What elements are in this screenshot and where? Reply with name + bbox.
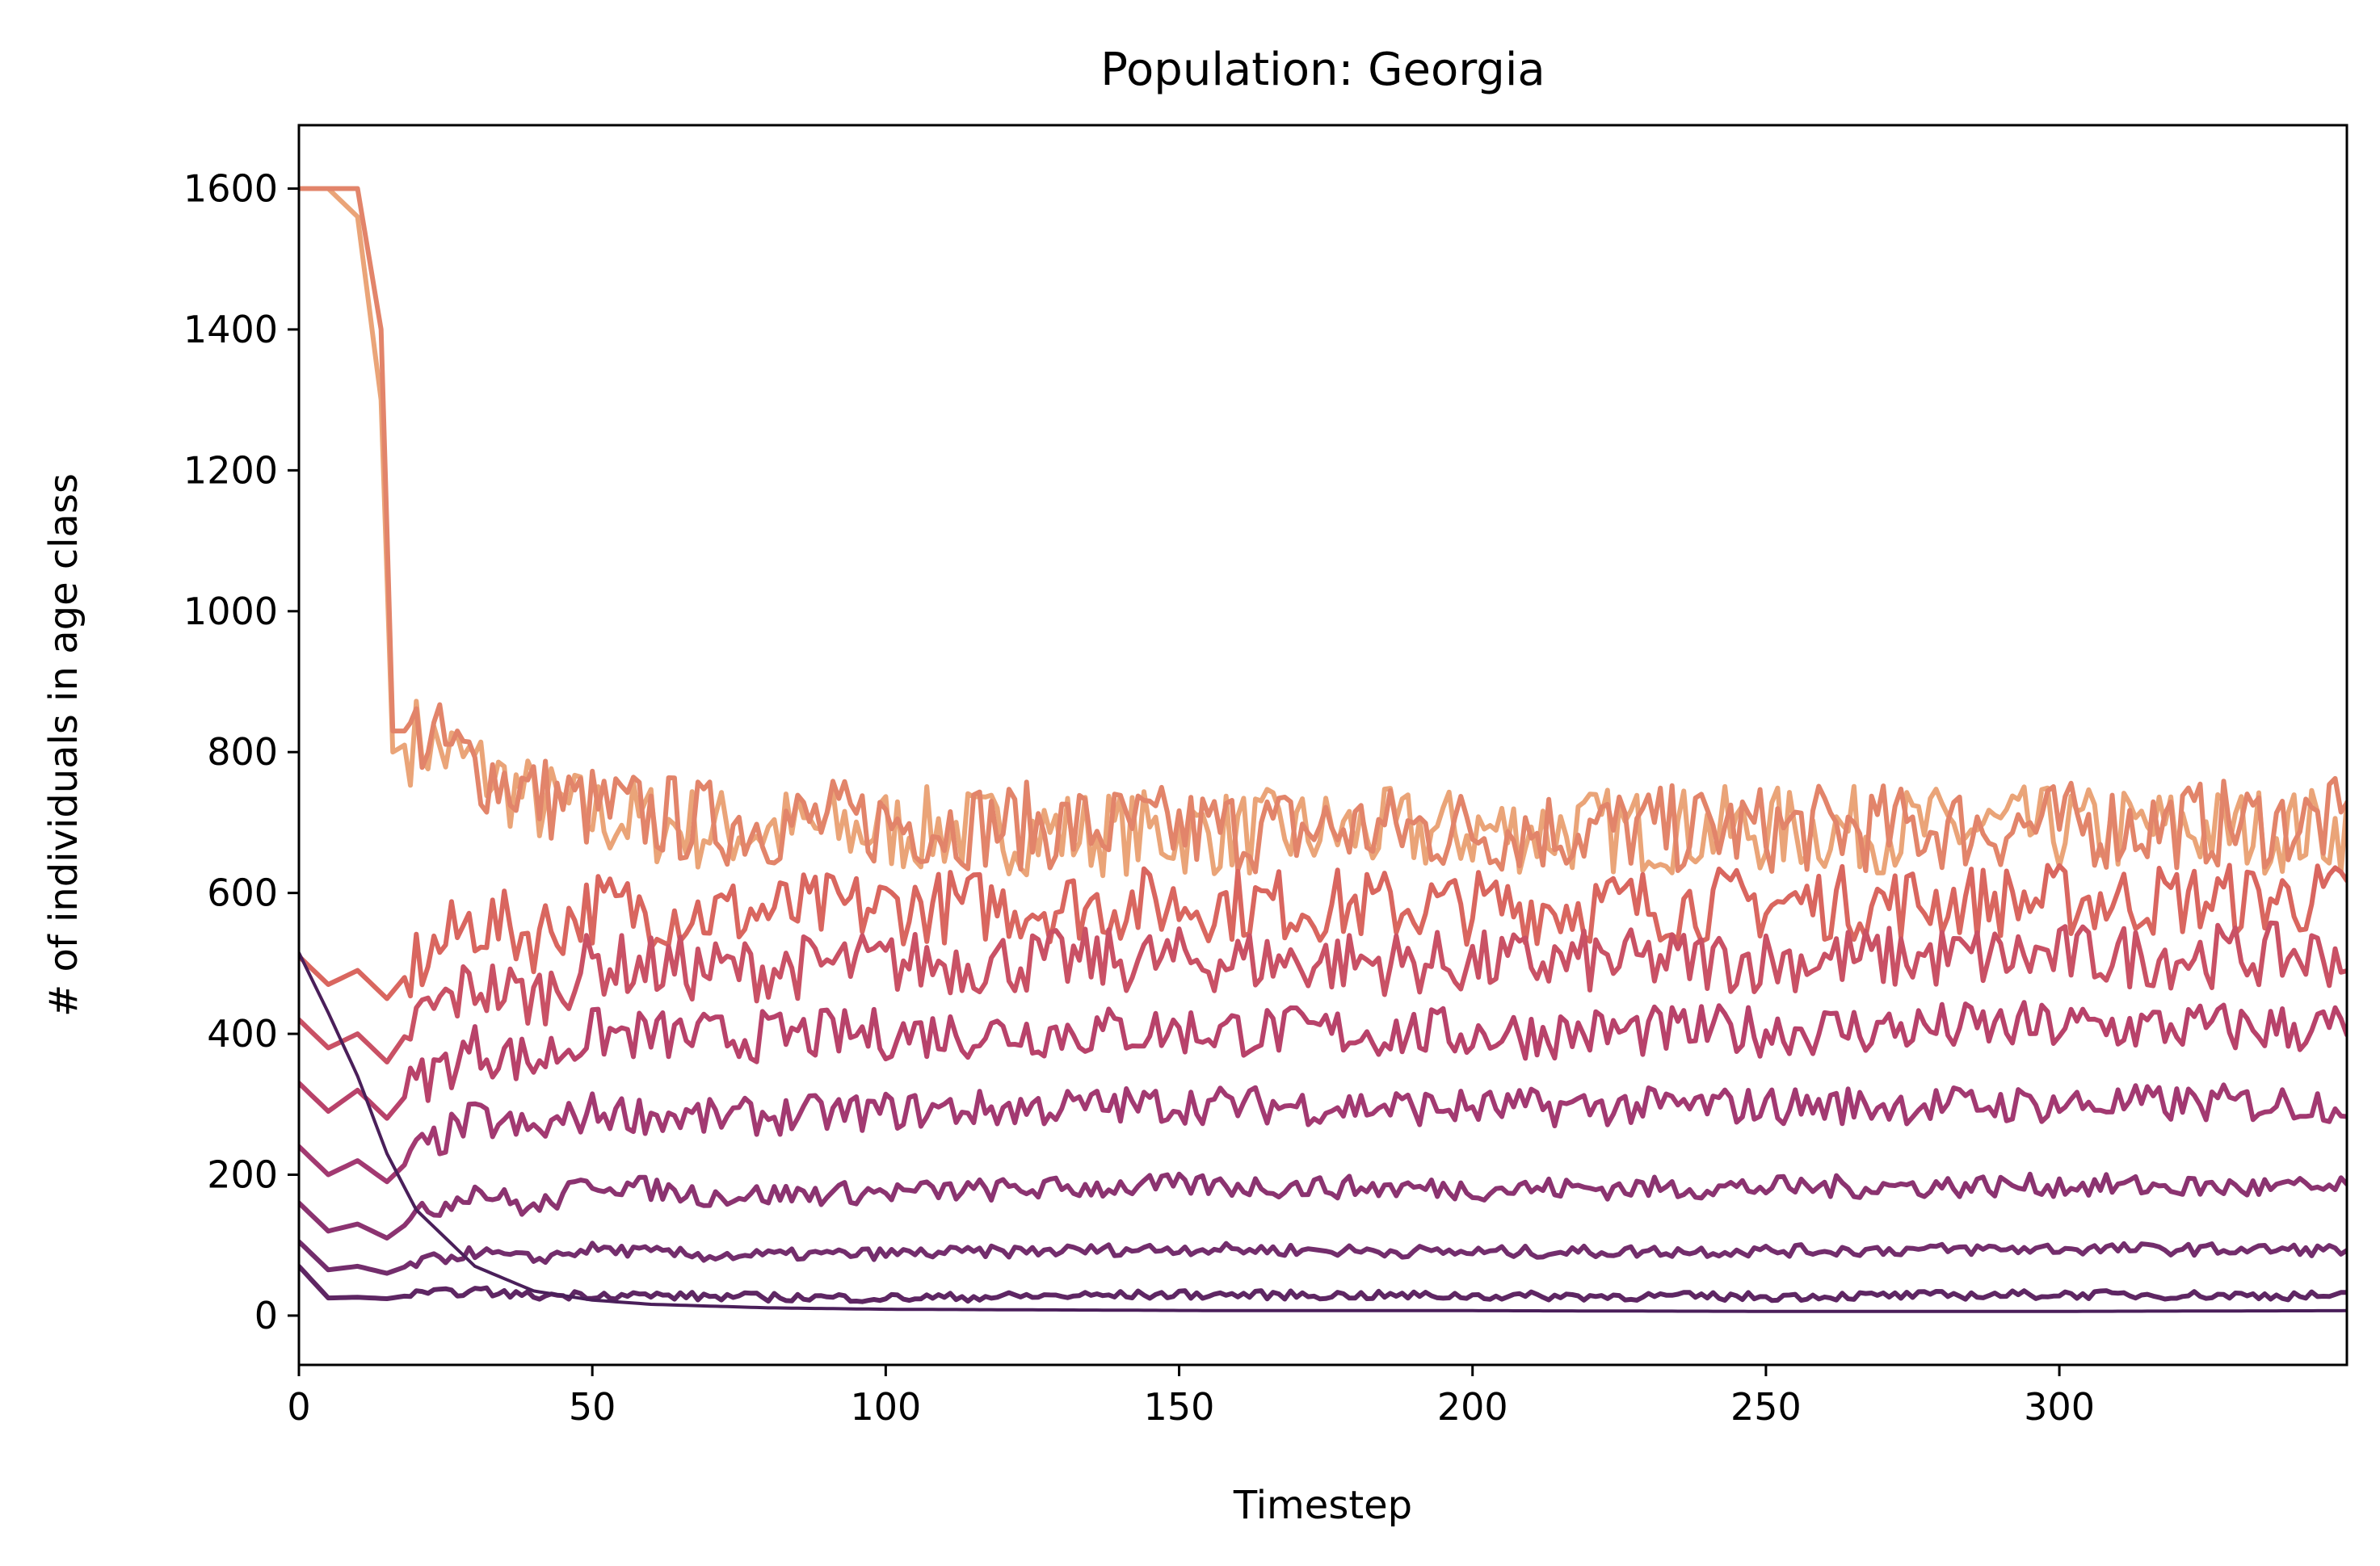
y-tick-label: 400 — [207, 1012, 278, 1056]
series-line — [299, 186, 2347, 879]
series-line — [299, 1239, 2347, 1276]
series-line — [299, 951, 2347, 1313]
y-axis-label: # of individuals in age class — [41, 473, 86, 1017]
y-tick-label: 1200 — [183, 448, 278, 492]
series-line — [299, 863, 2347, 1001]
series-line — [299, 920, 2347, 1064]
x-tick-label: 250 — [1730, 1385, 1802, 1429]
series-line — [299, 1082, 2347, 1185]
plot-area — [299, 186, 2347, 1313]
series-line — [299, 1263, 2347, 1304]
plot-frame — [297, 124, 2348, 1367]
y-tick-label: 0 — [254, 1294, 278, 1337]
y-tick-label: 600 — [207, 871, 278, 915]
x-axis-label: Timestep — [1233, 1483, 1412, 1528]
y-tick-label: 800 — [207, 730, 278, 774]
y-tick-label: 200 — [207, 1153, 278, 1197]
x-tick-label: 50 — [569, 1385, 616, 1429]
y-tick-label: 1600 — [183, 166, 278, 210]
y-axis: 0 200 400 600 800 1000 1200 1400 1600 — [183, 166, 299, 1337]
series-line — [299, 1171, 2347, 1241]
x-axis: 0 50 100 150 200 250 300 — [287, 1365, 2095, 1429]
y-tick-label: 1000 — [183, 590, 278, 633]
x-tick-label: 150 — [1144, 1385, 1215, 1429]
series-line — [299, 186, 2347, 875]
y-tick-label: 1400 — [183, 308, 278, 351]
x-tick-label: 100 — [850, 1385, 921, 1429]
x-tick-label: 200 — [1437, 1385, 1508, 1429]
chart-title: Population: Georgia — [1100, 44, 1545, 96]
series-line — [299, 1000, 2347, 1121]
x-tick-label: 300 — [2024, 1385, 2095, 1429]
x-tick-label: 0 — [287, 1385, 310, 1429]
